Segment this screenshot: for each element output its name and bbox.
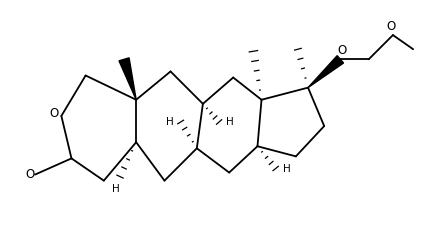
Text: O: O [49, 107, 59, 120]
Text: H: H [166, 117, 173, 127]
Text: H: H [112, 184, 120, 194]
Polygon shape [308, 56, 343, 88]
Text: O: O [338, 44, 347, 57]
Polygon shape [119, 58, 136, 100]
Text: H: H [283, 163, 291, 173]
Text: O: O [26, 168, 35, 181]
Text: H: H [226, 117, 234, 127]
Text: O: O [386, 20, 395, 33]
